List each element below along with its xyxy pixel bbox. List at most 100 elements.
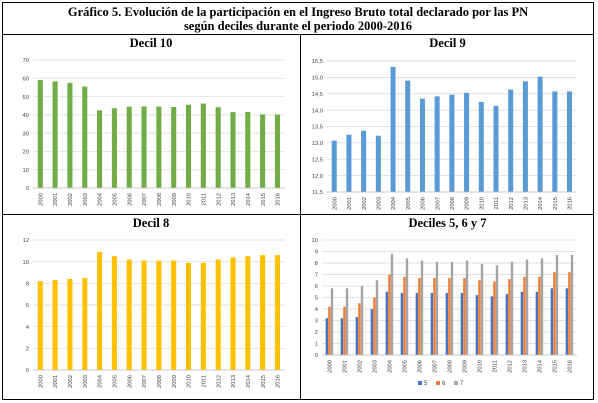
deciles567-ytick-label: 6 [315,284,318,290]
deciles567-bar [523,276,526,355]
column-divider [300,34,301,400]
decil8-bar [230,257,236,370]
deciles567-bar [403,276,406,355]
decil8-bar [245,256,251,370]
decil10-bar [67,82,73,188]
decil9-xtick-label: 2014 [538,196,544,210]
deciles567-bar [435,261,439,355]
decil10-ytick-label: 20 [23,150,29,156]
decil9-ytick-label: 15,0 [312,76,323,82]
deciles567-bar [463,277,466,355]
decil9-xtick-label: 2016 [568,197,574,210]
decil8-ytick-label: 10 [23,260,29,266]
decil9-bar [375,135,381,192]
decil9-ytick-label: 12,5 [312,157,323,163]
deciles567-xtick-label: 2007 [433,360,439,373]
deciles567-ytick-label: 2 [315,330,318,336]
deciles567-xtick-label: 2004 [388,359,394,373]
decil9-ytick-label: 13,0 [312,141,323,147]
decil10-ytick-label: 60 [23,76,29,82]
decil10-xtick-label: 2004 [98,192,104,206]
decil8-xtick-label: 2004 [98,374,104,388]
chart-title-decil10: Decil 10 [129,36,173,50]
decil8-xtick-label: 2010 [187,375,193,388]
deciles567-bar [538,276,541,355]
decil8-xtick-label: 2000 [38,375,44,388]
deciles567-ytick-label: 10 [312,238,318,244]
deciles567-bar [445,292,449,355]
decil9-bar [537,76,543,192]
deciles567-bar [355,317,359,355]
decil9-xtick-label: 2007 [435,197,441,210]
decil9-xtick-label: 2015 [553,197,559,210]
decil8-bar [111,256,117,370]
decil9-xtick-label: 2008 [450,197,456,210]
decil10-xtick-label: 2013 [231,193,237,206]
decil8-xtick-label: 2003 [83,375,89,388]
decil9-xtick-label: 2005 [406,197,412,210]
deciles567-bar [520,291,524,355]
decil8-bar [156,260,162,370]
deciles567-ytick-label: 8 [315,261,318,267]
deciles567-ytick-label: 5 [315,296,318,302]
deciles567-bar [505,294,509,355]
decil10-ytick-label: 10 [23,168,29,174]
decil8-xtick-label: 2011 [201,375,207,387]
decil8-xtick-label: 2001 [53,375,59,388]
decil10-xtick-label: 2010 [187,193,193,206]
figure-title-line2: según deciles durante el periodo 2000-20… [183,19,413,33]
decil9-bar [405,80,411,192]
decil9-ytick-label: 13,5 [312,125,323,131]
deciles567-bar [490,296,494,355]
decil9-bar [449,94,455,192]
deciles567-bar [375,280,379,355]
decil9-bar [331,140,337,192]
deciles567-xtick-label: 2008 [448,360,454,373]
decil10-xtick-label: 2000 [38,193,44,206]
deciles567-bar [568,272,571,355]
deciles567-xtick-label: 2005 [403,360,409,373]
deciles567-bar [373,297,376,355]
decil8-xtick-label: 2007 [142,375,148,388]
decil8-ytick-label: 4 [26,325,30,331]
decil8-xtick-label: 2014 [246,374,252,388]
deciles567-ytick-label: 0 [315,353,318,359]
deciles567-xtick-label: 2014 [538,359,544,373]
deciles567-xtick-label: 2013 [523,360,529,373]
deciles567-ytick-label: 7 [315,273,318,279]
deciles567-bar [570,254,574,355]
decil9-xtick-label: 2012 [509,197,515,210]
decil8-bar [126,259,132,370]
deciles567-legend-label: 5 [424,381,428,387]
deciles567-bar [418,277,421,355]
decil10-xtick-label: 2011 [201,193,207,205]
decil9-bar [478,101,484,192]
decil10-bar [141,106,147,188]
deciles567-xtick-label: 2015 [553,360,559,373]
deciles567-xtick-label: 2011 [493,360,499,372]
decil9-ytick-label: 11,5 [312,190,323,196]
figure-title: Gráfico 5. Evolución de la participación… [2,5,594,33]
deciles567-xtick-label: 2002 [358,360,364,373]
deciles567-bar [430,292,434,355]
decil10-bar [111,108,117,188]
decil10-xtick-label: 2015 [261,193,267,206]
decil10-xtick-label: 2005 [113,193,119,206]
decil9-xtick-label: 2001 [347,197,353,210]
deciles567-legend-swatch [418,381,422,385]
decil9-ytick-label: 14,0 [312,108,323,114]
decil10-xtick-label: 2003 [83,193,89,206]
decil10-xtick-label: 2016 [276,193,282,206]
decil10-bar [245,111,251,188]
deciles567-xtick-label: 2016 [568,360,574,373]
deciles567-xtick-label: 2010 [478,360,484,373]
deciles567-bar [565,288,569,355]
decil9-bar [361,130,367,192]
decil8-bar [171,260,177,370]
decil9-xtick-label: 2011 [494,197,500,209]
decil10-ytick-label: 0 [26,186,29,192]
title-divider [2,34,594,35]
deciles567-legend-swatch [454,381,458,385]
decil9-xtick-label: 2013 [524,197,530,210]
